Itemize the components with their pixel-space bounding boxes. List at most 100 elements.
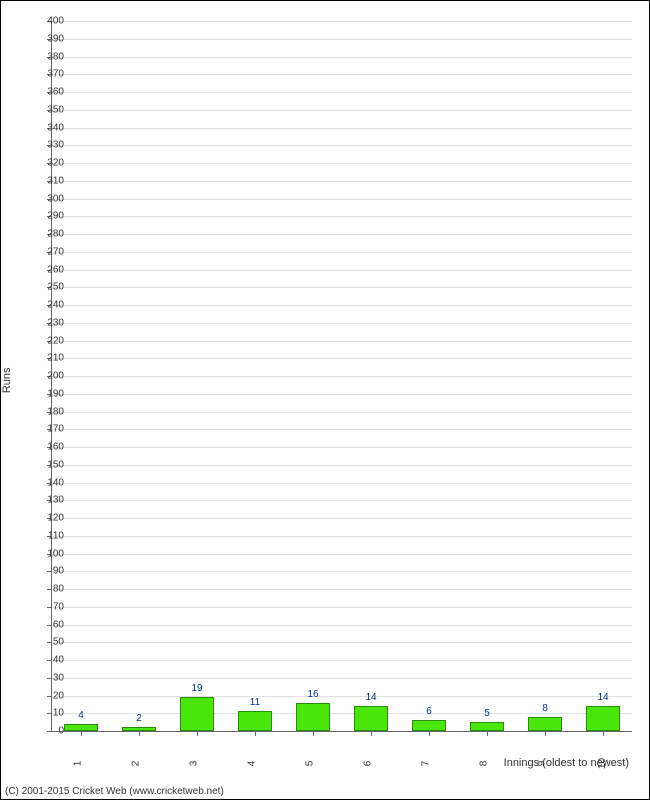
gridline <box>52 571 632 572</box>
y-tick-label: 210 <box>34 353 64 364</box>
y-tick-label: 10 <box>34 708 64 719</box>
bar <box>296 703 331 731</box>
gridline <box>52 660 632 661</box>
gridline <box>52 252 632 253</box>
gridline <box>52 607 632 608</box>
gridline <box>52 145 632 146</box>
gridline <box>52 394 632 395</box>
gridline <box>52 92 632 93</box>
bar <box>412 720 447 731</box>
bar-value-label: 14 <box>597 692 608 703</box>
y-tick-label: 310 <box>34 175 64 186</box>
x-tick-mark <box>545 731 546 736</box>
y-tick-label: 260 <box>34 264 64 275</box>
copyright-text: (C) 2001-2015 Cricket Web (www.cricketwe… <box>5 786 224 797</box>
y-tick-label: 80 <box>34 584 64 595</box>
y-tick-label: 320 <box>34 158 64 169</box>
y-tick-label: 330 <box>34 140 64 151</box>
bar-value-label: 8 <box>542 703 548 714</box>
bar-value-label: 4 <box>78 710 84 721</box>
x-tick-mark <box>255 731 256 736</box>
gridline <box>52 696 632 697</box>
x-tick-mark <box>81 731 82 736</box>
y-tick-label: 50 <box>34 637 64 648</box>
gridline <box>52 128 632 129</box>
x-axis-label: Innings (oldest to newest) <box>504 757 629 769</box>
y-axis-label: Runs <box>1 367 13 393</box>
y-tick-label: 110 <box>34 530 64 541</box>
bar-value-label: 5 <box>484 708 490 719</box>
bar-value-label: 11 <box>250 697 260 708</box>
y-tick-label: 90 <box>34 566 64 577</box>
y-tick-label: 200 <box>34 371 64 382</box>
bar <box>354 706 389 731</box>
gridline <box>52 323 632 324</box>
y-tick-label: 400 <box>34 16 64 27</box>
gridline <box>52 234 632 235</box>
x-tick-mark <box>429 731 430 736</box>
bar-value-label: 2 <box>136 713 142 724</box>
gridline <box>52 341 632 342</box>
bar-value-label: 14 <box>365 692 376 703</box>
gridline <box>52 589 632 590</box>
gridline <box>52 39 632 40</box>
bar <box>528 717 563 731</box>
y-tick-label: 380 <box>34 51 64 62</box>
plot-area: 421911161465814 <box>51 21 632 732</box>
x-tick-mark <box>139 731 140 736</box>
gridline <box>52 216 632 217</box>
gridline <box>52 518 632 519</box>
gridline <box>52 412 632 413</box>
y-tick-label: 220 <box>34 335 64 346</box>
gridline <box>52 287 632 288</box>
bar <box>470 722 505 731</box>
y-tick-label: 120 <box>34 513 64 524</box>
y-tick-label: 360 <box>34 87 64 98</box>
x-tick-label: 10 <box>597 758 608 769</box>
x-tick-label: 5 <box>304 761 315 767</box>
y-tick-label: 250 <box>34 282 64 293</box>
gridline <box>52 642 632 643</box>
x-tick-label: 9 <box>536 761 547 767</box>
x-tick-label: 7 <box>420 761 431 767</box>
gridline <box>52 110 632 111</box>
y-tick-label: 20 <box>34 690 64 701</box>
bar <box>238 711 273 731</box>
x-tick-mark <box>313 731 314 736</box>
x-tick-mark <box>487 731 488 736</box>
y-tick-label: 0 <box>34 726 64 737</box>
gridline <box>52 199 632 200</box>
gridline <box>52 447 632 448</box>
bar <box>180 697 215 731</box>
gridline <box>52 536 632 537</box>
x-tick-mark <box>371 731 372 736</box>
y-tick-label: 170 <box>34 424 64 435</box>
gridline <box>52 21 632 22</box>
gridline <box>52 554 632 555</box>
x-tick-mark <box>197 731 198 736</box>
y-tick-label: 340 <box>34 122 64 133</box>
y-tick-label: 280 <box>34 229 64 240</box>
gridline <box>52 163 632 164</box>
gridline <box>52 270 632 271</box>
gridline <box>52 74 632 75</box>
y-tick-label: 240 <box>34 300 64 311</box>
y-tick-label: 180 <box>34 406 64 417</box>
gridline <box>52 57 632 58</box>
y-tick-label: 130 <box>34 495 64 506</box>
bar <box>586 706 621 731</box>
gridline <box>52 358 632 359</box>
y-tick-label: 230 <box>34 317 64 328</box>
y-tick-label: 350 <box>34 104 64 115</box>
x-tick-label: 4 <box>246 761 257 767</box>
gridline <box>52 678 632 679</box>
y-tick-label: 370 <box>34 69 64 80</box>
x-tick-label: 1 <box>72 761 83 767</box>
gridline <box>52 305 632 306</box>
y-tick-label: 150 <box>34 459 64 470</box>
gridline <box>52 376 632 377</box>
y-tick-label: 300 <box>34 193 64 204</box>
bar-value-label: 16 <box>307 689 318 700</box>
y-tick-label: 270 <box>34 246 64 257</box>
y-tick-label: 60 <box>34 619 64 630</box>
